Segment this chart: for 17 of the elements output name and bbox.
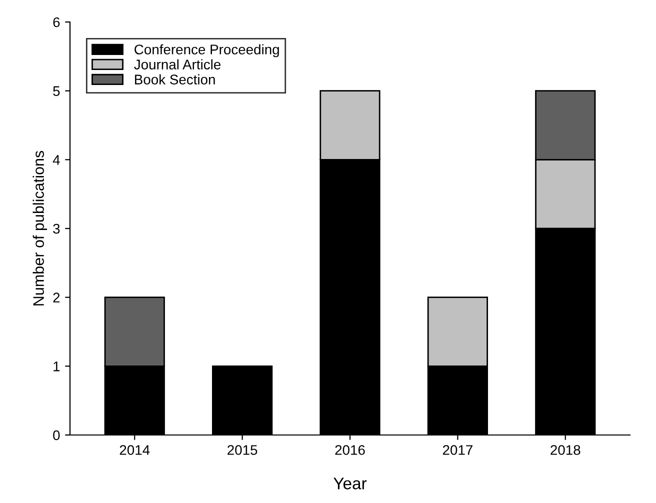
y-tick-label: 1 bbox=[54, 362, 60, 372]
legend-label: Book Section bbox=[135, 74, 215, 84]
x-axis-title: Year bbox=[334, 478, 367, 490]
x-tick-label: 2017 bbox=[442, 445, 472, 455]
legend-label: Journal Article bbox=[134, 59, 221, 70]
x-tick-label: 2014 bbox=[120, 445, 150, 455]
y-tick-label: 5 bbox=[53, 86, 60, 96]
y-tick-label: 0 bbox=[53, 430, 60, 440]
y-tick-label: 2 bbox=[53, 292, 60, 302]
x-tick-label: 2016 bbox=[335, 445, 365, 455]
y-axis-title: Number of publications bbox=[32, 150, 47, 306]
x-tick-label: 2015 bbox=[228, 445, 258, 455]
y-tick-label: 4 bbox=[52, 155, 60, 165]
y-tick-label: 6 bbox=[53, 17, 60, 28]
y-tick-label: 3 bbox=[53, 224, 60, 234]
x-tick-label: 2018 bbox=[550, 445, 580, 455]
legend-label: Conference Proceeding bbox=[134, 44, 279, 58]
